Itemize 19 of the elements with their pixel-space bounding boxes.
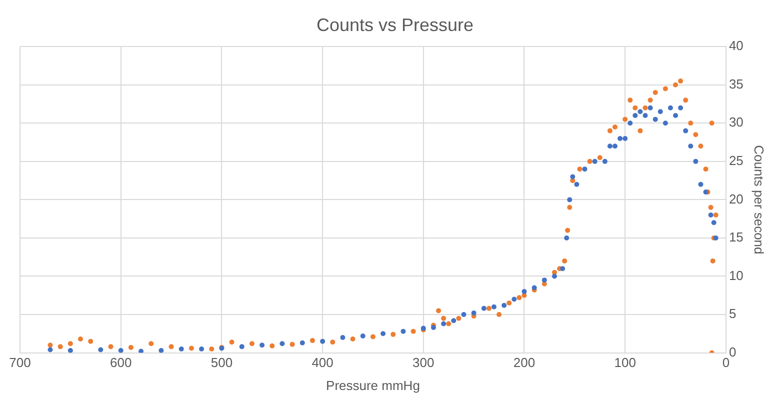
y-tick-label: 40 [728,38,744,54]
y-tick-label: 5 [728,306,736,322]
x-tick-label: 700 [9,355,31,370]
y-tick-label: 15 [728,230,744,245]
x-tick-label: 600 [110,355,132,370]
y-tick-label: 0 [728,344,736,360]
x-tick-label: 400 [312,355,334,370]
x-tick-label: 100 [614,355,636,370]
y-axis-title: Counts per second [752,145,767,254]
y-tick-label: 35 [728,76,744,92]
x-tick-label: 300 [412,355,434,370]
y-tick-label: 30 [728,114,744,130]
x-tick-label: 200 [513,355,536,370]
x-axis-title: Pressure mmHg [326,378,420,393]
y-tick-label: 20 [728,191,744,206]
chart-title: Counts vs Pressure [316,14,474,35]
y-tick-label: 25 [728,153,744,168]
y-tick-label: 10 [728,268,744,283]
x-tick-label: 500 [210,355,233,370]
